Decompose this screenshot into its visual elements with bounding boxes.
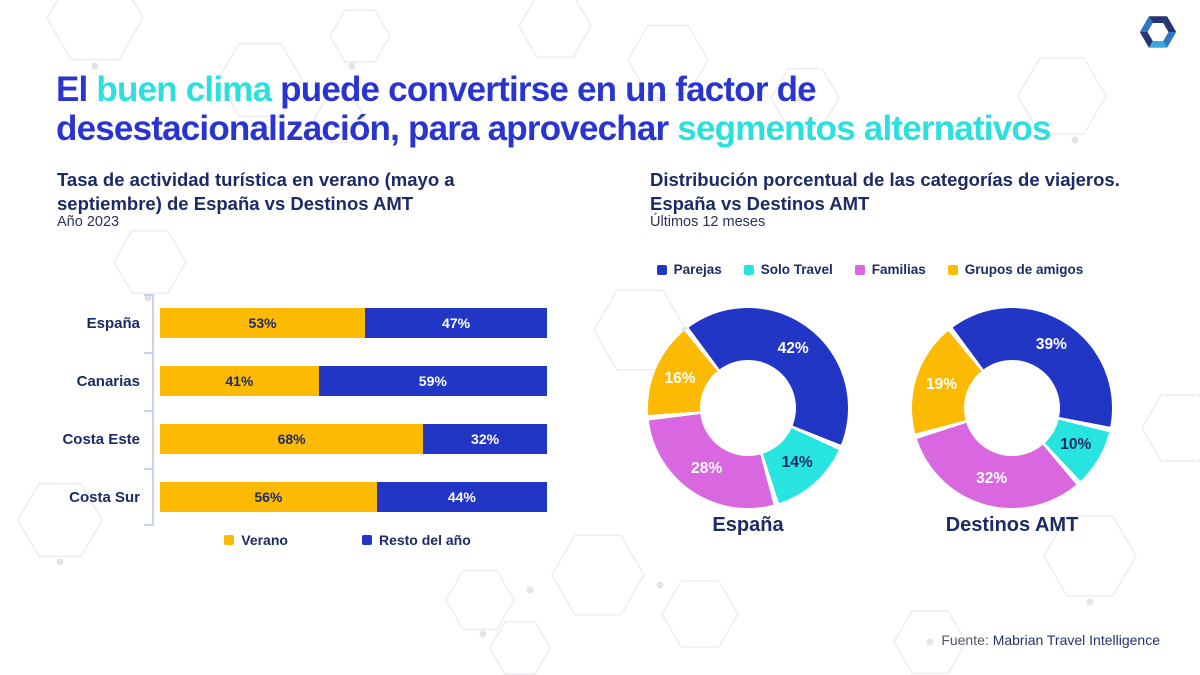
bar-value-label: 41% [225,373,254,389]
legend-swatch [743,264,754,275]
donut-value-label: 10% [1060,436,1092,454]
source-prefix: Fuente: [941,632,993,648]
bar-category-label: España [86,314,140,332]
axis-tick [144,352,152,354]
legend-label: Verano [241,532,288,548]
bar-segment-verano: 68% [160,424,424,454]
source-name: Mabrian Travel Intelligence [992,632,1160,648]
donut-value-label: 19% [926,376,958,394]
bar-row: Costa Sur 56% 44% [57,468,547,526]
bar-rows: España 53% 47% Canarias 41% 59% Costa Este 68% 3… [57,294,547,526]
axis-tick [144,524,152,526]
bar-value-label: 59% [418,373,447,389]
legend-item-parejas: Parejas [656,262,722,277]
bar-chart-subtitle: Año 2023 [57,214,120,230]
bar-value-label: 32% [471,431,500,447]
title-text: puede convertirse en un factor de [271,70,817,110]
legend-item-grupos-de-amigos: Grupos de amigos [947,262,1084,277]
donut-chart-legend: Parejas Solo Travel Familias Grupos de amig… [645,262,1095,277]
bar-row: Canarias 41% 59% [57,352,547,410]
bar-track: 53% 47% [160,308,547,338]
bar-segment-resto-del-año: 32% [423,424,547,454]
bar-row: Costa Este 68% 32% [57,410,547,468]
bar-segment-verano: 41% [160,366,319,396]
bar-track: 56% 44% [160,482,547,512]
legend-label: Resto del año [378,532,471,548]
mabrian-logo-icon [1139,16,1177,48]
legend-swatch [224,535,235,545]
title-accent-text: segmentos alternativos [677,108,1051,148]
axis-tick [144,294,152,296]
legend-item-verano: Verano [224,532,288,548]
title-text: El [56,70,97,110]
slide-title: El buen clima puede convertirse en un fa… [56,71,1166,148]
bar-value-label: 53% [248,315,277,331]
bar-chart-title: Tasa de actividad turística en verano (m… [57,169,455,214]
legend-swatch [854,264,865,275]
stacked-bar-chart: España 53% 47% Canarias 41% 59% Costa Este 68% 3… [57,294,547,526]
donut-hole [700,360,796,456]
bar-category-label: Costa Sur [69,488,140,506]
slide-title-line: desestacionalización, para aprovechar se… [56,108,1166,149]
donut-value-label: 42% [777,340,809,358]
bar-value-label: 44% [447,489,476,505]
legend-swatch [947,264,958,275]
bar-track: 68% 32% [160,424,547,454]
donut-value-label: 32% [976,470,1008,488]
bar-value-label: 47% [442,315,471,331]
bar-category-label: Costa Este [62,430,140,448]
donut-title-destinos-amt: Destinos AMT [945,514,1079,536]
bar-value-label: 56% [254,489,283,505]
legend-swatch [361,535,372,545]
donut-value-label: 16% [664,369,696,387]
bar-chart-legend: Verano Resto del año [152,532,543,548]
donut-value-label: 39% [1035,336,1067,354]
legend-label: Grupos de amigos [964,262,1084,277]
legend-label: Familias [871,262,926,277]
bar-segment-resto-del-año: 59% [318,366,547,396]
title-accent-text: buen clima [96,70,272,110]
legend-label: Solo Travel [760,262,833,277]
slide-title-line: El buen clima puede convertirse en un fa… [56,71,1166,110]
legend-item-resto-del-año: Resto del año [361,532,471,548]
bar-value-label: 68% [277,431,306,447]
bar-category-label: Canarias [76,372,140,390]
bar-track: 41% 59% [160,366,547,396]
donut-section-subtitle: Últimos 12 meses [650,214,766,230]
legend-label: Parejas [673,262,722,277]
donut-chart-destinos-amt: 39% 10% 32% 19% [912,308,1112,508]
donut-title-espana: España [712,514,784,536]
legend-swatch [656,264,667,275]
bar-segment-resto-del-año: 44% [376,482,547,512]
title-text: desestacionalización, para aprovechar [56,108,678,148]
donut-value-label: 14% [781,454,813,472]
donut-section-title: Distribución porcentual de las categoría… [650,169,1120,214]
donut-hole [964,360,1060,456]
bar-segment-verano: 53% [160,308,366,338]
axis-tick [144,468,152,470]
legend-item-familias: Familias [854,262,926,277]
bar-row: España 53% 47% [57,294,547,352]
axis-tick [144,410,152,412]
donut-chart-espana: 42% 14% 28% 16% [648,308,848,508]
bar-segment-resto-del-año: 47% [365,308,547,338]
bar-segment-verano: 56% [160,482,377,512]
donut-value-label: 28% [691,460,723,478]
bar-chart-axis [144,294,154,526]
source-note: Fuente: Mabrian Travel Intelligence [941,632,1160,648]
legend-item-solo-travel: Solo Travel [743,262,833,277]
